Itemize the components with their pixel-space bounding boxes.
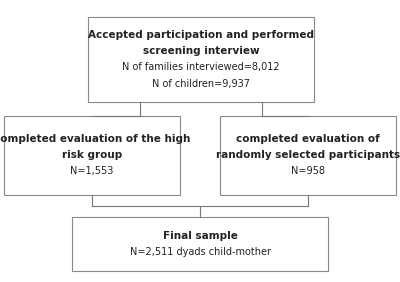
Text: N=958: N=958 xyxy=(291,166,325,177)
Text: N=1,553: N=1,553 xyxy=(70,166,114,177)
Text: Final sample: Final sample xyxy=(162,231,238,241)
Text: randomly selected participants: randomly selected participants xyxy=(216,150,400,160)
Text: Accepted participation and performed: Accepted participation and performed xyxy=(88,30,314,40)
Text: completed evaluation of: completed evaluation of xyxy=(236,134,380,144)
Text: N of children=9,937: N of children=9,937 xyxy=(152,79,250,89)
FancyBboxPatch shape xyxy=(88,17,314,102)
FancyBboxPatch shape xyxy=(220,116,396,195)
FancyBboxPatch shape xyxy=(4,116,180,195)
Text: screening interview: screening interview xyxy=(143,46,259,56)
Text: risk group: risk group xyxy=(62,150,122,160)
Text: N=2,511 dyads child-mother: N=2,511 dyads child-mother xyxy=(130,247,270,257)
FancyBboxPatch shape xyxy=(72,217,328,271)
Text: completed evaluation of the high: completed evaluation of the high xyxy=(0,134,190,144)
Text: N of families interviewed=8,012: N of families interviewed=8,012 xyxy=(122,62,280,72)
